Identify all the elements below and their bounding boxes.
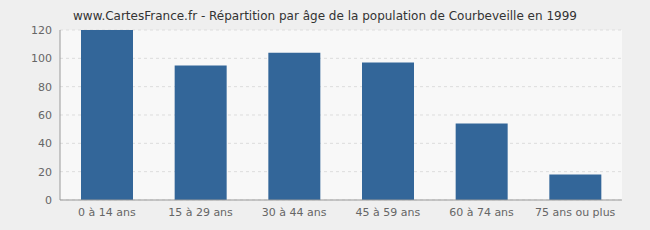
svg-text:15 à 29 ans: 15 à 29 ans bbox=[168, 206, 233, 219]
svg-text:45 à 59 ans: 45 à 59 ans bbox=[355, 206, 420, 219]
svg-text:75 ans ou plus: 75 ans ou plus bbox=[535, 206, 616, 219]
svg-text:30 à 44 ans: 30 à 44 ans bbox=[262, 206, 327, 219]
svg-text:120: 120 bbox=[31, 24, 52, 37]
html-text:www.CartesFrance.fr - Répartit: www.CartesFrance.fr - Répartition par âg… bbox=[73, 9, 577, 23]
svg-text:60 à 74 ans: 60 à 74 ans bbox=[449, 206, 514, 219]
svg-text:0 à 14 ans: 0 à 14 ans bbox=[78, 206, 136, 219]
svg-text:60: 60 bbox=[38, 109, 52, 122]
svg-text:80: 80 bbox=[38, 81, 52, 94]
svg-text:0: 0 bbox=[45, 194, 52, 207]
svg-text:40: 40 bbox=[38, 137, 52, 150]
svg-text:100: 100 bbox=[31, 52, 52, 65]
svg-text:20: 20 bbox=[38, 166, 52, 179]
